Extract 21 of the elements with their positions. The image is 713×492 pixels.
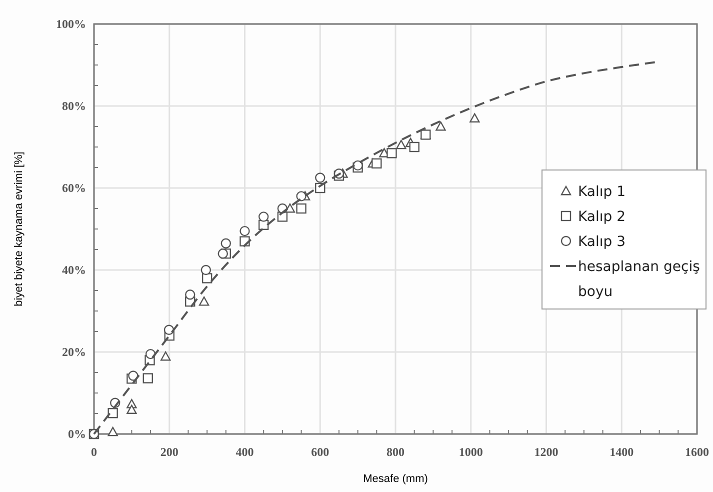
y-tick-label: 60% [62, 181, 86, 196]
legend-label: Kalıp 3 [578, 234, 626, 250]
y-axis-title: biyet biyete kaynama evrimi [%] [13, 152, 25, 306]
x-tick-label: 0 [91, 445, 97, 459]
y-tick-label: 100% [56, 17, 86, 32]
x-tick-label: 1400 [610, 445, 634, 459]
x-tick-label: 600 [311, 445, 330, 459]
legend-label: Kalıp 2 [578, 209, 626, 225]
x-tick-label: 1200 [534, 445, 558, 459]
legend-label: Kalıp 1 [578, 184, 626, 200]
y-tick-label: 0% [68, 427, 86, 442]
y-tick-label: 40% [62, 263, 86, 278]
legend-label: hesaplanan geçiş boyu [578, 259, 700, 300]
x-tick-label: 800 [386, 445, 404, 459]
x-tick-label: 200 [160, 445, 178, 459]
x-tick-label: 1600 [685, 445, 709, 459]
y-tick-label: 20% [62, 345, 86, 360]
x-axis-title: Mesafe (mm) [363, 473, 428, 485]
y-tick-label: 80% [62, 99, 86, 114]
x-tick-label: 1000 [458, 445, 483, 459]
x-tick-label: 400 [236, 445, 254, 459]
